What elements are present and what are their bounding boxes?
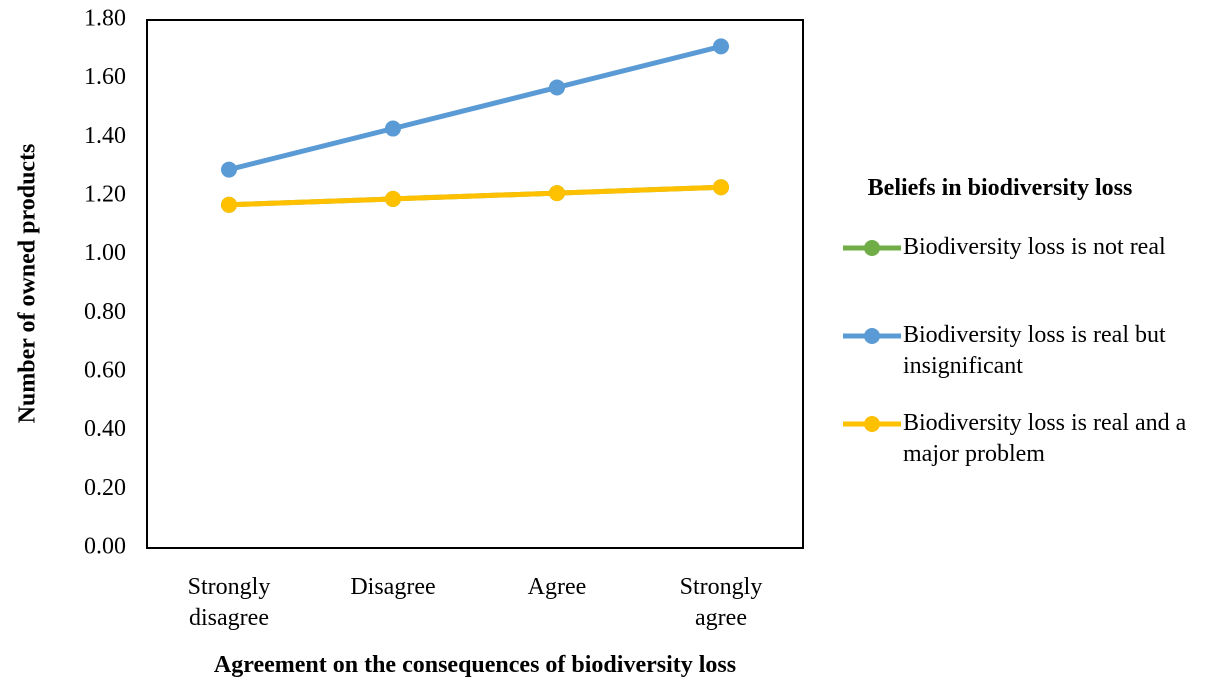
y-tick-label: 1.20 (84, 182, 126, 208)
series-line (228, 184, 722, 208)
x-axis-title: Agreement on the consequences of biodive… (213, 652, 737, 678)
y-tick-label: 1.40 (84, 123, 126, 149)
series-line (228, 43, 722, 173)
y-tick-label: 0.40 (84, 416, 126, 442)
x-tick-label: Agree (527, 574, 587, 600)
data-point (221, 196, 237, 213)
y-tick-label: 0.00 (84, 534, 126, 560)
data-point (549, 79, 565, 96)
x-tick-label: Strongly agree (679, 574, 763, 631)
y-tick-label: 0.20 (84, 475, 126, 501)
data-point (713, 179, 729, 196)
legend-marker (864, 328, 880, 344)
data-point (713, 38, 729, 55)
y-tick-label: 1.60 (84, 64, 126, 90)
legend-entry: Biodiversity loss is real but insignific… (903, 322, 1166, 379)
y-tick-label: 0.60 (84, 358, 126, 384)
data-point (549, 185, 565, 202)
legend-entry: Biodiversity loss is real and a major pr… (903, 410, 1187, 467)
data-point (385, 120, 401, 137)
legend-marker (864, 416, 880, 432)
legend-marker (864, 240, 880, 256)
x-tick-label: Disagree (350, 574, 436, 600)
y-axis-title: Number of owned products (14, 143, 41, 424)
plot-frame (146, 19, 804, 549)
data-point (385, 190, 401, 207)
x-tick-label: Strongly disagree (187, 574, 271, 631)
legend-title: Beliefs in biodiversity loss (867, 175, 1133, 201)
data-point (221, 161, 237, 178)
y-tick-label: 0.80 (84, 299, 126, 325)
y-tick-label: 1.80 (84, 6, 126, 32)
legend-entry: Biodiversity loss is not real (903, 234, 1166, 260)
y-tick-label: 1.00 (84, 240, 126, 266)
